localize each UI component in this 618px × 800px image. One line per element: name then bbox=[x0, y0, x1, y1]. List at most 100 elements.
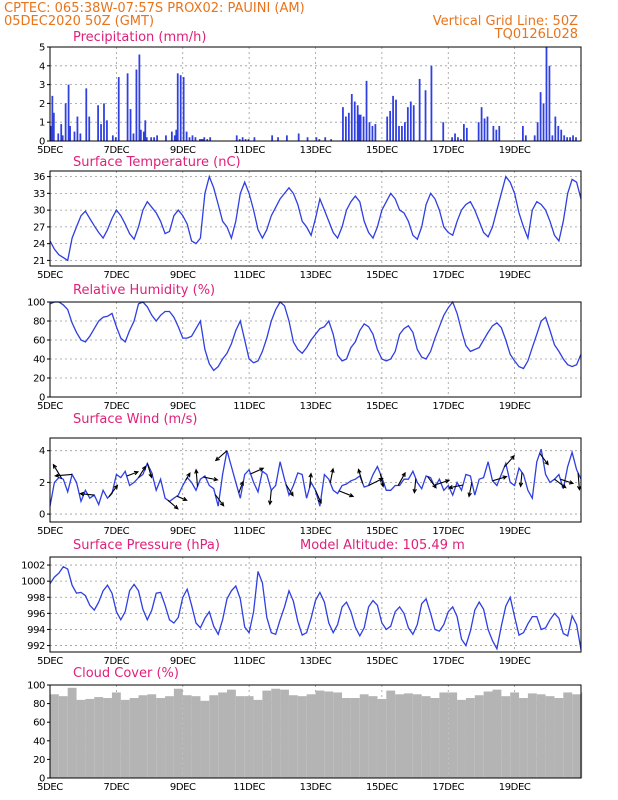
data-bar bbox=[114, 137, 117, 141]
wind-vector bbox=[436, 479, 451, 486]
data-bar bbox=[557, 125, 560, 141]
data-bar bbox=[142, 131, 145, 141]
y-tick-label: 0 bbox=[39, 137, 45, 148]
data-bar bbox=[492, 125, 495, 141]
x-tick-label: 7DEC bbox=[103, 145, 129, 156]
data-bar bbox=[297, 133, 300, 141]
data-bar bbox=[519, 698, 528, 778]
y-tick-label: 0 bbox=[39, 510, 45, 521]
data-bar bbox=[60, 124, 63, 141]
data-bar bbox=[244, 139, 247, 141]
data-bar bbox=[486, 116, 489, 141]
data-bar bbox=[465, 127, 468, 141]
panel-6: Cloud Cover (%) 5DEC 7DEC 9DEC 11DEC 13DEC 15D… bbox=[27, 666, 583, 793]
x-tick-label: 13DEC bbox=[300, 656, 332, 667]
data-bar bbox=[551, 135, 554, 141]
x-tick-label: 5DEC bbox=[37, 656, 63, 667]
y-tick-label: 998 bbox=[27, 593, 45, 604]
x-tick-label: 19DEC bbox=[499, 782, 531, 793]
data-bar bbox=[460, 139, 462, 141]
wind-vector bbox=[518, 472, 524, 488]
data-bar bbox=[57, 133, 60, 141]
data-bar bbox=[342, 698, 351, 778]
data-bar bbox=[510, 692, 520, 778]
data-bar bbox=[67, 687, 77, 778]
data-bar bbox=[286, 135, 288, 141]
data-bar bbox=[117, 77, 120, 141]
wind-vector bbox=[126, 470, 140, 477]
y-tick-label: 20 bbox=[33, 755, 45, 766]
wind-vector bbox=[108, 484, 119, 497]
data-bar bbox=[480, 107, 483, 141]
data-bar bbox=[451, 137, 453, 141]
data-bar bbox=[457, 699, 466, 778]
data-bar bbox=[288, 695, 298, 778]
x-tick-label: 13DEC bbox=[300, 145, 332, 156]
model-altitude: Model Altitude: 105.49 m bbox=[300, 538, 465, 553]
data-bar bbox=[569, 137, 571, 141]
x-tick-label: 11DEC bbox=[233, 401, 265, 412]
data-bar bbox=[575, 137, 577, 141]
data-bar bbox=[554, 698, 564, 778]
data-bar bbox=[235, 696, 245, 778]
data-bar bbox=[412, 105, 415, 141]
x-tick-label: 15DEC bbox=[366, 401, 398, 412]
data-bar bbox=[185, 131, 188, 141]
data-bar bbox=[271, 135, 274, 141]
data-bar bbox=[271, 688, 281, 778]
data-bar bbox=[138, 695, 148, 778]
data-bar bbox=[76, 116, 79, 141]
data-bar bbox=[418, 78, 421, 141]
series-line bbox=[49, 565, 582, 651]
data-bar bbox=[581, 692, 583, 778]
data-bar bbox=[67, 84, 70, 141]
data-bar bbox=[297, 696, 307, 778]
data-bar bbox=[536, 694, 546, 778]
wind-vector bbox=[238, 480, 244, 494]
x-tick-label: 11DEC bbox=[233, 656, 265, 667]
data-bar bbox=[147, 694, 157, 778]
panel-title: Surface Wind (m/s) bbox=[73, 412, 197, 427]
y-tick-label: 40 bbox=[33, 355, 45, 366]
y-tick-label: 24 bbox=[33, 239, 45, 250]
data-bar bbox=[253, 137, 256, 141]
x-tick-label: 9DEC bbox=[170, 526, 196, 537]
data-bar bbox=[227, 689, 236, 778]
series-line bbox=[49, 174, 582, 262]
data-bar bbox=[85, 698, 95, 778]
data-bar bbox=[100, 124, 102, 141]
x-tick-label: 9DEC bbox=[170, 656, 196, 667]
data-bar bbox=[165, 696, 174, 778]
wind-vector bbox=[308, 472, 313, 488]
data-bar bbox=[350, 94, 353, 141]
data-bar bbox=[126, 73, 129, 141]
data-bar bbox=[398, 125, 400, 141]
wind-vector bbox=[54, 473, 73, 478]
data-bar bbox=[404, 122, 406, 141]
data-bar bbox=[238, 139, 241, 141]
panel-title: Relative Humidity (%) bbox=[73, 283, 215, 298]
data-bar bbox=[483, 691, 493, 778]
panel-title: Cloud Cover (%) bbox=[73, 666, 179, 681]
data-bar bbox=[347, 112, 350, 141]
data-bar bbox=[430, 65, 433, 141]
y-tick-label: 27 bbox=[33, 222, 45, 233]
x-tick-label: 19DEC bbox=[499, 145, 531, 156]
data-bar bbox=[345, 116, 347, 141]
x-tick-label: 13DEC bbox=[300, 782, 332, 793]
wind-vector bbox=[427, 476, 437, 489]
data-bar bbox=[262, 690, 272, 778]
header-run-time: 05DEC2020 50Z (GMT) bbox=[4, 14, 154, 29]
data-bar bbox=[156, 135, 158, 141]
data-bar bbox=[358, 114, 361, 141]
data-bar bbox=[173, 688, 183, 778]
data-bar bbox=[545, 47, 548, 141]
x-tick-label: 17DEC bbox=[432, 526, 464, 537]
data-bar bbox=[218, 692, 227, 778]
data-bar bbox=[542, 103, 545, 141]
data-bar bbox=[120, 699, 130, 778]
x-tick-label: 11DEC bbox=[233, 782, 265, 793]
header-model-id: TQ0126L028 bbox=[494, 27, 578, 42]
panel-title: Surface Temperature (nC) bbox=[73, 155, 241, 170]
